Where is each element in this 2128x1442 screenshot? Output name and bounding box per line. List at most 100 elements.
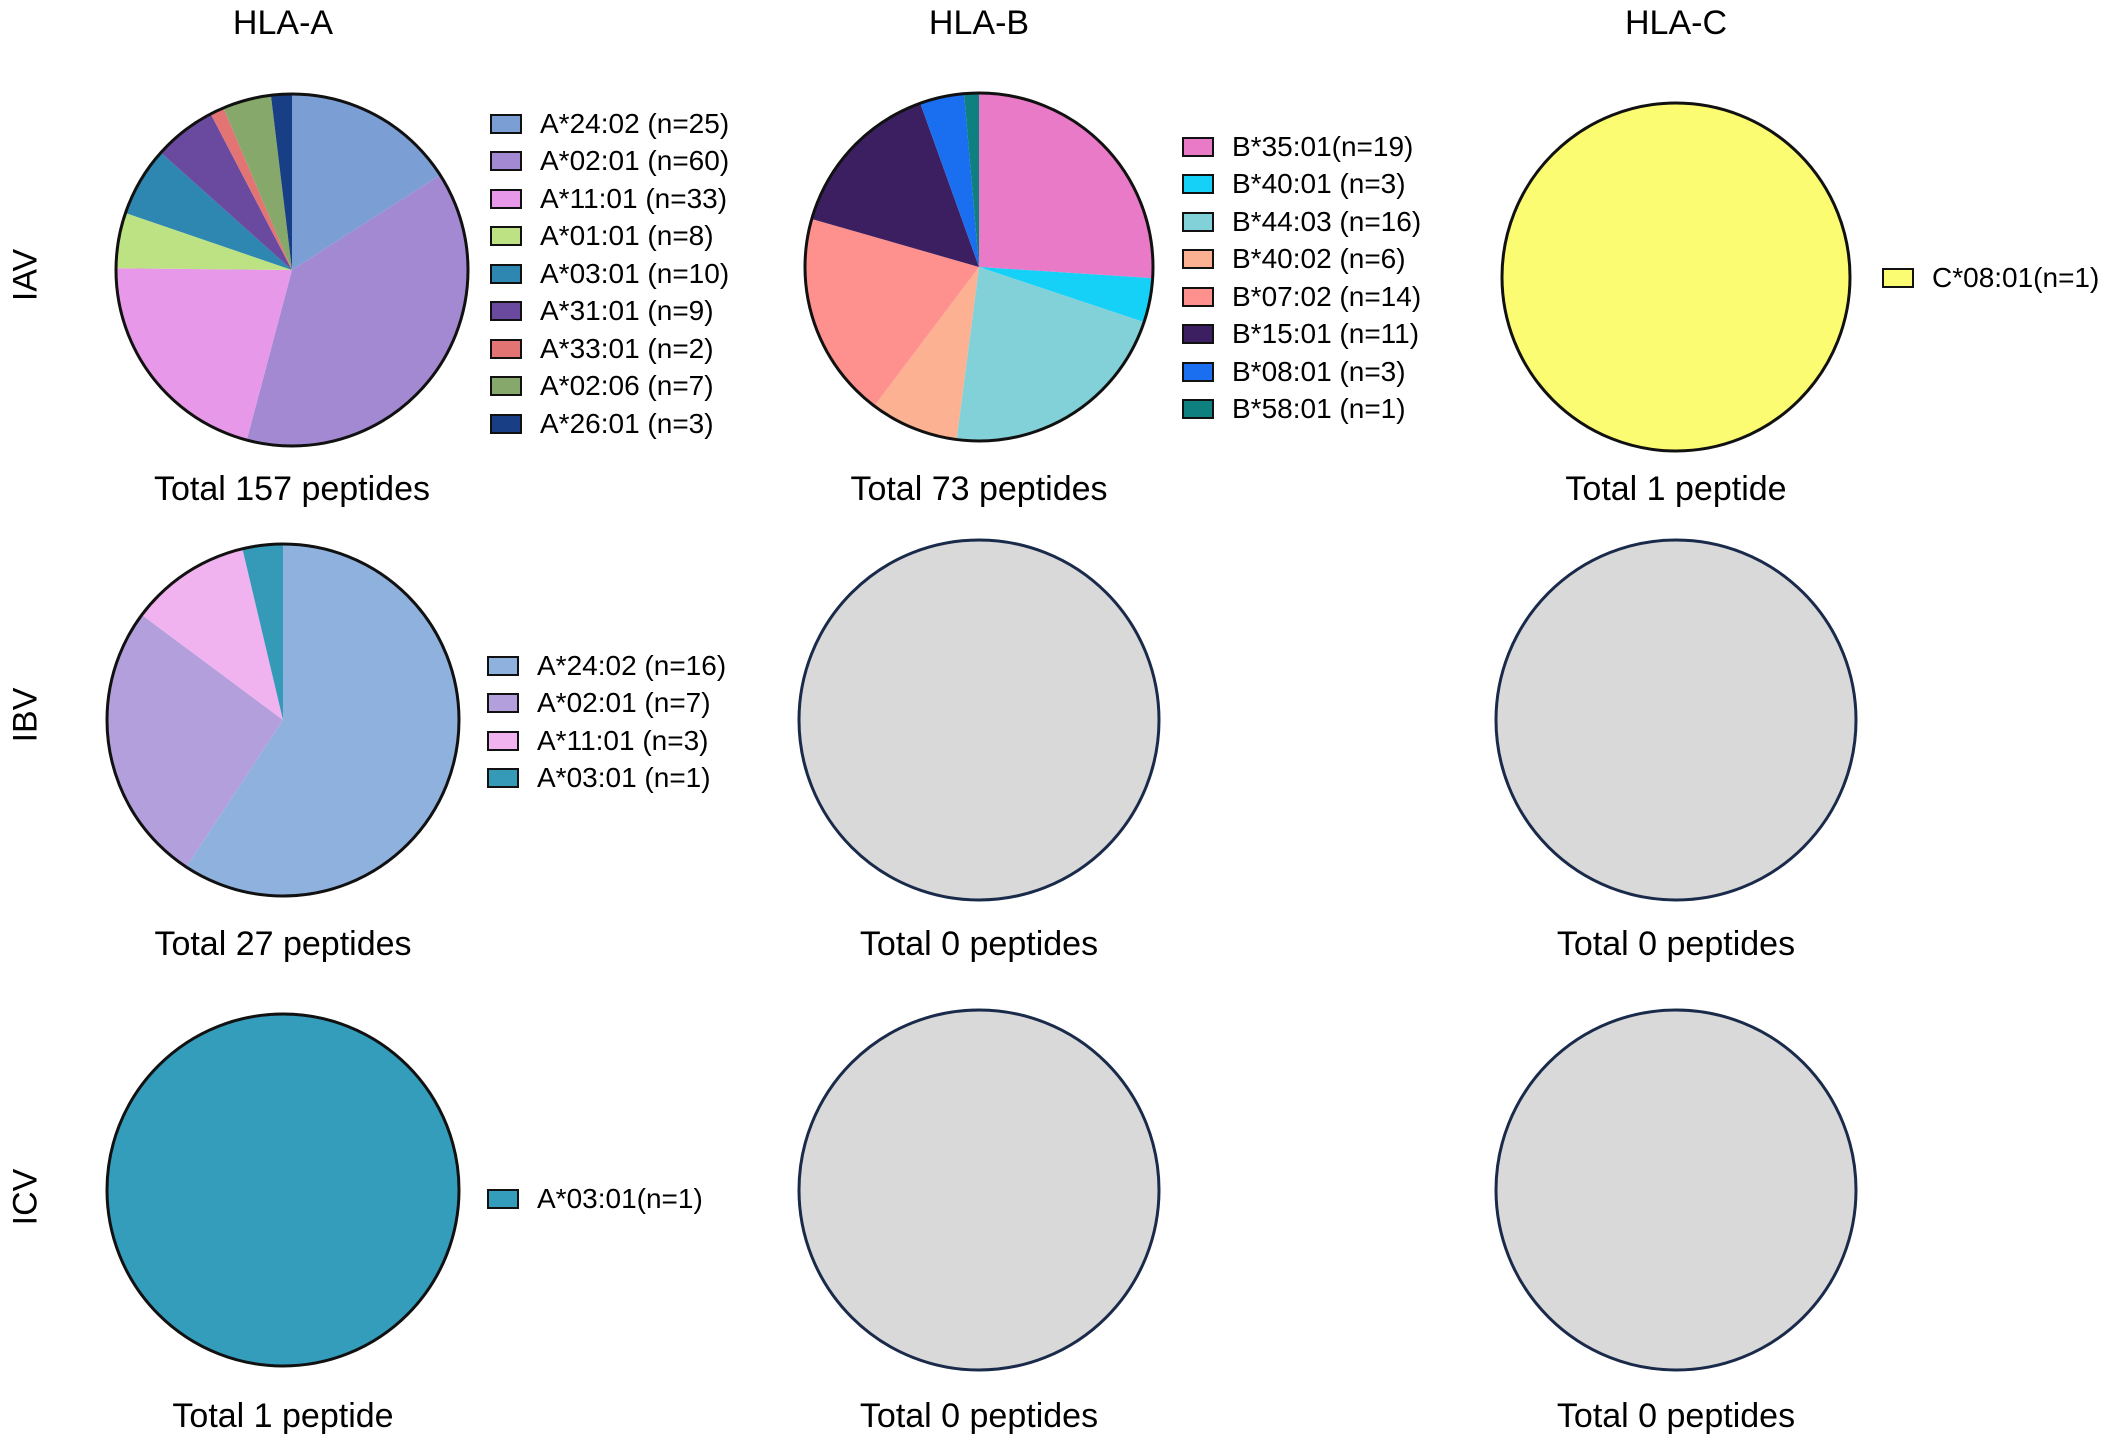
legend-label: A*02:01 (n=7) bbox=[537, 687, 711, 719]
row-label-ibv: IBV bbox=[6, 687, 45, 743]
pie-slice bbox=[242, 544, 283, 720]
pie-slice bbox=[116, 212, 292, 270]
legend-swatch bbox=[1182, 399, 1214, 420]
legend-swatch bbox=[487, 768, 519, 789]
pie-slice bbox=[246, 174, 468, 446]
legend-item: A*01:01 (n=8) bbox=[490, 218, 729, 256]
legend-label: B*35:01(n=19) bbox=[1232, 130, 1414, 162]
pie-slice bbox=[270, 94, 292, 270]
legend-swatch bbox=[1182, 174, 1214, 195]
total-label-ibv-hla-a: Total 27 peptides bbox=[154, 925, 412, 963]
pie-chart-iav-hla-b bbox=[803, 91, 1155, 443]
pie-chart-iav-hla-a bbox=[114, 92, 470, 448]
legend-item: A*03:01(n=1) bbox=[487, 1180, 703, 1218]
legend-label: A*01:01 (n=8) bbox=[540, 220, 714, 252]
pie-chart-ibv-hla-b bbox=[797, 538, 1161, 902]
legend-label: A*02:01 (n=60) bbox=[540, 145, 730, 177]
legend-label: A*31:01 (n=9) bbox=[540, 295, 714, 327]
pie-slice bbox=[125, 152, 292, 270]
legend-swatch bbox=[1882, 267, 1914, 288]
pie-slice bbox=[920, 93, 979, 267]
pie-slice bbox=[979, 267, 1153, 323]
pie-slice bbox=[160, 113, 292, 270]
pie-slice bbox=[210, 107, 292, 271]
pie-slice bbox=[223, 95, 292, 270]
empty-pie-ibv-hla-b bbox=[797, 538, 1161, 902]
legend-item: A*31:01 (n=9) bbox=[490, 293, 729, 331]
legend-label: A*24:02 (n=16) bbox=[537, 649, 727, 681]
legend-item: A*11:01 (n=3) bbox=[487, 722, 726, 760]
pie-outline bbox=[105, 542, 461, 898]
legend-label: C*08:01(n=1) bbox=[1932, 261, 2100, 293]
column-title-hla-a: HLA-A bbox=[232, 4, 334, 42]
pie-slice bbox=[106, 614, 284, 868]
legend-label: A*33:01 (n=2) bbox=[540, 332, 714, 364]
legend-swatch bbox=[487, 655, 519, 676]
empty-pie-ibv-hla-c bbox=[1494, 538, 1858, 902]
legend-item: B*35:01(n=19) bbox=[1182, 128, 1421, 166]
legend-label: A*03:01 (n=10) bbox=[540, 257, 730, 289]
legend-label: B*40:01 (n=3) bbox=[1232, 168, 1406, 200]
legend-item: A*11:01 (n=33) bbox=[490, 180, 729, 218]
pie-slice bbox=[956, 267, 1145, 442]
legend-item: B*58:01 (n=1) bbox=[1182, 391, 1421, 429]
legend-item: A*03:01 (n=1) bbox=[487, 760, 726, 798]
pie-slice bbox=[116, 268, 292, 441]
legend-item: B*08:01 (n=3) bbox=[1182, 353, 1421, 391]
legend-swatch bbox=[490, 226, 522, 247]
column-title-hla-c: HLA-C bbox=[1624, 4, 1728, 42]
legend-label: B*44:03 (n=16) bbox=[1232, 205, 1422, 237]
legend-swatch bbox=[487, 1188, 519, 1209]
pie-chart-ibv-hla-a bbox=[105, 542, 461, 898]
legend-swatch bbox=[1182, 211, 1214, 232]
legend-iav-hla-b: B*35:01(n=19) B*40:01 (n=3) B*44:03 (n=16)… bbox=[1182, 128, 1421, 428]
legend-label: B*07:02 (n=14) bbox=[1232, 280, 1422, 312]
legend-item: A*02:06 (n=7) bbox=[490, 368, 729, 406]
legend-label: A*24:02 (n=25) bbox=[540, 107, 730, 139]
legend-item: A*33:01 (n=2) bbox=[490, 330, 729, 368]
pie-chart-ibv-hla-c bbox=[1494, 538, 1858, 902]
pie-slice bbox=[141, 548, 283, 720]
total-label-iav-hla-a: Total 157 peptides bbox=[154, 470, 430, 508]
pie-outline bbox=[114, 92, 470, 448]
legend-item: A*02:01 (n=60) bbox=[490, 143, 729, 181]
legend-item: B*44:03 (n=16) bbox=[1182, 203, 1421, 241]
pie-slice bbox=[964, 93, 979, 267]
pie-chart-icv-hla-b bbox=[797, 1008, 1161, 1372]
legend-label: A*02:06 (n=7) bbox=[540, 370, 714, 402]
pie-slice bbox=[811, 103, 979, 267]
legend-swatch bbox=[1182, 249, 1214, 270]
empty-pie-icv-hla-c bbox=[1494, 1008, 1858, 1372]
legend-label: B*15:01 (n=11) bbox=[1232, 318, 1420, 350]
legend-item: C*08:01(n=1) bbox=[1882, 259, 2099, 297]
legend-item: B*40:01 (n=3) bbox=[1182, 166, 1421, 204]
legend-icv-hla-a: A*03:01(n=1) bbox=[487, 1180, 703, 1218]
row-label-icv: ICV bbox=[6, 1168, 45, 1226]
pie-slice bbox=[979, 93, 1153, 279]
total-label-iav-hla-c: Total 1 peptide bbox=[1565, 470, 1787, 508]
legend-swatch bbox=[490, 188, 522, 209]
total-label-ibv-hla-c: Total 0 peptides bbox=[1556, 925, 1796, 963]
legend-item: A*26:01 (n=3) bbox=[490, 405, 729, 443]
pie-slice bbox=[874, 267, 979, 440]
legend-swatch bbox=[487, 693, 519, 714]
legend-swatch bbox=[490, 413, 522, 434]
legend-label: A*03:01 (n=1) bbox=[537, 762, 711, 794]
legend-swatch bbox=[1182, 361, 1214, 382]
total-label-ibv-hla-b: Total 0 peptides bbox=[859, 925, 1099, 963]
legend-swatch bbox=[490, 263, 522, 284]
pie-outline bbox=[803, 91, 1155, 443]
legend-iav-hla-a: A*24:02 (n=25) A*02:01 (n=60) A*11:01 (n=3… bbox=[490, 105, 729, 443]
pie-chart-icv-hla-c bbox=[1494, 1008, 1858, 1372]
legend-label: A*11:01 (n=33) bbox=[540, 182, 728, 214]
legend-label: A*03:01(n=1) bbox=[537, 1182, 703, 1214]
legend-swatch bbox=[490, 376, 522, 397]
pie-chart-icv-hla-a bbox=[105, 1012, 461, 1368]
legend-swatch bbox=[490, 338, 522, 359]
legend-item: B*07:02 (n=14) bbox=[1182, 278, 1421, 316]
legend-label: B*40:02 (n=6) bbox=[1232, 243, 1406, 275]
pie-slice bbox=[186, 544, 459, 896]
legend-item: A*24:02 (n=25) bbox=[490, 105, 729, 143]
pie-slice bbox=[105, 1012, 461, 1368]
